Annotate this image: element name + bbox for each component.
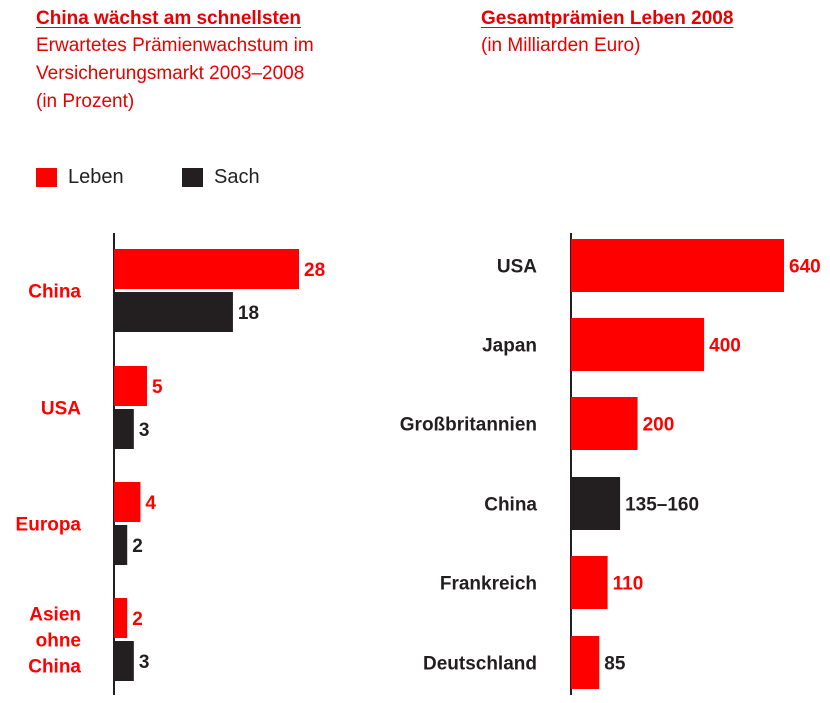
value-label-right-3: 135–160 <box>625 495 699 516</box>
left-chart-subtitle-1: Erwartetes Prämienwachstum im <box>36 35 314 56</box>
right-chart-subtitle: (in Milliarden Euro) <box>481 35 641 56</box>
value-label-right-5: 85 <box>604 654 626 675</box>
legend-label-leben: Leben <box>68 166 124 188</box>
value-label-right-4: 110 <box>613 574 644 595</box>
value-label-sach-2: 2 <box>132 536 143 557</box>
bar-leben-2 <box>114 482 141 522</box>
category-label-left-2-0: Europa <box>16 515 82 536</box>
value-label-right-0: 640 <box>789 257 821 278</box>
bar-right-4 <box>571 556 608 609</box>
category-label-right-5: Deutschland <box>423 654 537 675</box>
bar-right-5 <box>571 636 600 689</box>
category-label-left-3-2: China <box>28 657 81 678</box>
bar-right-1 <box>571 318 705 371</box>
bar-sach-2 <box>114 525 128 565</box>
bar-right-0 <box>571 239 784 292</box>
bar-sach-3 <box>114 641 134 681</box>
category-label-left-3-0: Asien <box>29 605 81 626</box>
category-label-right-2: Großbritannien <box>400 415 537 436</box>
category-label-left-1-0: USA <box>41 399 81 420</box>
legend-swatch-sach <box>182 168 203 187</box>
bar-right-2 <box>571 397 638 450</box>
left-chart-subtitle-2: Versicherungsmarkt 2003–2008 <box>36 63 305 84</box>
legend-swatch-leben <box>36 168 57 187</box>
category-label-right-4: Frankreich <box>440 574 537 595</box>
bar-leben-1 <box>114 366 148 406</box>
value-label-sach-1: 3 <box>139 420 150 441</box>
category-label-left-3-1: ohne <box>36 631 81 652</box>
bar-right-3 <box>571 477 621 530</box>
value-label-sach-0: 18 <box>238 303 259 324</box>
legend-label-sach: Sach <box>214 166 260 188</box>
left-chart-title: China wächst am schnellsten <box>36 8 302 29</box>
value-label-leben-1: 5 <box>152 377 163 398</box>
bar-sach-1 <box>114 409 134 449</box>
value-label-sach-3: 3 <box>139 652 150 673</box>
category-label-right-3: China <box>484 495 537 516</box>
bar-leben-3 <box>114 598 128 638</box>
category-label-right-1: Japan <box>482 336 537 357</box>
value-label-leben-2: 4 <box>145 493 156 514</box>
category-label-right-0: USA <box>497 257 537 278</box>
value-label-right-1: 400 <box>709 336 741 357</box>
value-label-leben-0: 28 <box>304 260 325 281</box>
value-label-leben-3: 2 <box>132 609 143 630</box>
value-label-right-2: 200 <box>643 415 675 436</box>
bar-leben-0 <box>114 249 299 289</box>
bar-sach-0 <box>114 292 233 332</box>
right-chart-title: Gesamtprämien Leben 2008 <box>481 8 734 29</box>
category-label-left-0-0: China <box>28 282 81 303</box>
left-chart-subtitle-3: (in Prozent) <box>36 91 135 112</box>
